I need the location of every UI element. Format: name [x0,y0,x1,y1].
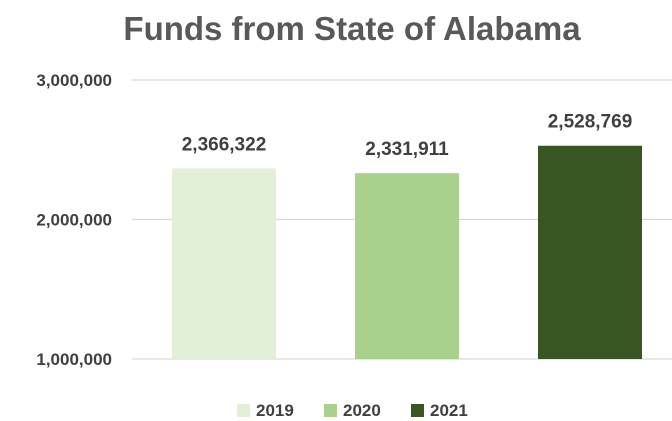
y-tick-label: 3,000,000 [36,71,112,90]
legend-label-2019: 2019 [256,401,294,420]
bar-2020 [355,173,459,359]
bar-2019 [172,168,276,359]
y-tick-label: 2,000,000 [36,211,112,230]
bars [172,145,642,359]
data-label-2019: 2,366,322 [182,134,267,155]
legend-swatch-2019 [237,404,250,417]
legend-swatch-2021 [411,404,424,417]
legend-label-2021: 2021 [430,401,468,420]
chart-title: Funds from State of Alabama [123,10,581,47]
legend-swatch-2020 [324,404,337,417]
legend: 2019 2020 2021 [237,401,468,420]
legend-label-2020: 2020 [343,401,381,420]
bar-2021 [538,145,642,359]
data-labels: 2,366,322 2,331,911 2,528,769 [182,112,633,160]
y-tick-label: 1,000,000 [36,350,112,369]
data-label-2021: 2,528,769 [548,112,633,133]
data-label-2020: 2,331,911 [365,139,449,160]
y-axis-ticks: 1,000,000 2,000,000 3,000,000 [36,71,112,369]
